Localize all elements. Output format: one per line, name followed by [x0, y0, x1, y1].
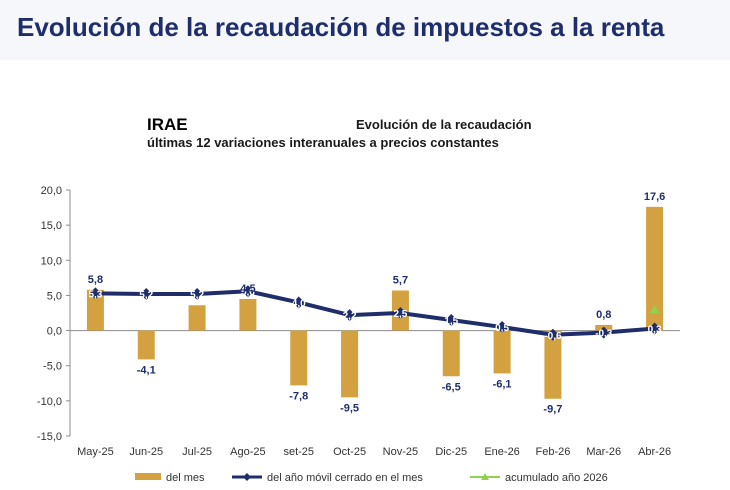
- bar-value-label: 5,8: [88, 274, 103, 286]
- line-value-label: 0,5: [495, 323, 509, 334]
- y-tick-label: -10,0: [37, 396, 62, 408]
- x-tick-label: Feb-26: [535, 446, 570, 458]
- line-point-Jul-25: [191, 288, 204, 301]
- x-tick-label: May-25: [77, 446, 114, 458]
- bar-set-25: [290, 330, 308, 386]
- y-tick-label: 5,0: [47, 290, 62, 302]
- line-point-Feb-26: [546, 328, 559, 341]
- x-axis-labels: May-25 Jun-25 Jul-25 Ago-25 set-25 Oct-25 Nov-…: [77, 446, 671, 458]
- bar-value-label: 5,7: [393, 275, 408, 287]
- y-axis: 20,0 15,0 10,0 5,0 0,0 -5,0 -10,0 -15,0: [37, 185, 680, 443]
- legend-marker-triangle: [481, 473, 489, 480]
- bar-Abr-26: [646, 206, 664, 331]
- page-title: Evolución de la recaudación de impuestos…: [17, 12, 665, 42]
- y-tick-label: -15,0: [37, 431, 62, 443]
- bar-value-label: -4,1: [137, 364, 156, 376]
- x-tick-label: Nov-25: [383, 446, 418, 458]
- data-labels: 5,3 5,2 5,2 5,6 4,0 2,2 2,5 1,5 0,5 -0,6 -0,3 0,3 5,…: [88, 191, 666, 416]
- line-point-Jun-25: [140, 288, 153, 301]
- x-tick-label: Abr-26: [638, 446, 671, 458]
- accumulated-marker: [649, 304, 660, 314]
- title-band: [0, 0, 730, 60]
- y-tick-label: 0,0: [47, 326, 62, 338]
- bar-value-label: 0,8: [596, 309, 611, 321]
- bar-Jun-25: [137, 330, 155, 360]
- line-point-Ene-26: [496, 321, 509, 334]
- line-value-label: 5,3: [88, 289, 102, 300]
- line-value-label: 2,2: [343, 311, 357, 322]
- bar-value-label: 4,5: [240, 283, 255, 295]
- line-point-May-25: [89, 287, 102, 300]
- bar-Dic-25: [442, 330, 460, 377]
- line-point-Nov-25: [394, 307, 407, 319]
- legend-bar-swatch: [135, 473, 161, 480]
- bar-Ene-26: [493, 330, 511, 374]
- bar-value-label: 17,6: [644, 191, 665, 203]
- x-tick-label: Ene-26: [484, 446, 519, 458]
- line-value-label: 5,6: [241, 287, 255, 298]
- bar-value-label: -6,1: [493, 378, 512, 390]
- line-point-Abr-26: [648, 322, 661, 335]
- bar-series: [86, 206, 664, 399]
- y-tick-label: -5,0: [43, 361, 62, 373]
- bar-May-25: [86, 289, 104, 331]
- line-value-label: 1,5: [444, 316, 458, 327]
- line-value-label: 5,2: [190, 290, 204, 301]
- x-tick-label: Jul-25: [182, 446, 212, 458]
- legend-line-marker: [243, 473, 251, 481]
- x-tick-label: set-25: [283, 446, 314, 458]
- bar-Jul-25: [188, 305, 206, 331]
- x-tick-label: Ago-25: [230, 446, 265, 458]
- chart-title: Evolución de la recaudación: [356, 117, 532, 132]
- line-point-set-25: [292, 296, 305, 309]
- line-series: [89, 285, 661, 341]
- line-value-label: 4,0: [292, 298, 306, 309]
- line-point-Oct-25: [343, 309, 356, 322]
- chart-subtitle: últimas 12 variaciones interanuales a pr…: [147, 135, 499, 150]
- bar-value-label: -6,5: [442, 381, 461, 393]
- legend-label: del mes: [166, 472, 205, 484]
- x-tick-label: Dic-25: [435, 446, 467, 458]
- x-tick-label: Jun-25: [129, 446, 163, 458]
- bar-value-label: -7,8: [289, 390, 308, 402]
- bar-Oct-25: [341, 330, 359, 398]
- line-value-label: 2,5: [393, 309, 407, 320]
- x-tick-label: Oct-25: [333, 446, 366, 458]
- line-point-Mar-26: [597, 326, 610, 339]
- legend: del mes del año móvil cerrado en el mes ac…: [135, 472, 608, 484]
- y-tick-label: 15,0: [41, 220, 62, 232]
- line-point-Dic-25: [445, 314, 458, 327]
- line-value-label: -0,6: [544, 331, 562, 342]
- y-tick-label: 20,0: [41, 185, 62, 197]
- line-value-label: 0,3: [648, 324, 662, 335]
- line-value-label: 5,2: [139, 290, 153, 301]
- legend-label: del año móvil cerrado en el mes: [267, 472, 423, 484]
- legend-label: acumulado año 2026: [505, 472, 608, 484]
- bar-value-label: -9,5: [340, 402, 359, 414]
- bar-Ago-25: [239, 298, 257, 331]
- x-tick-label: Mar-26: [586, 446, 621, 458]
- bar-Feb-26: [544, 330, 562, 399]
- bar-value-label: -9,7: [543, 404, 562, 416]
- line-series-path: [95, 289, 655, 337]
- chart-series-name: IRAE: [147, 115, 188, 134]
- line-point-Ago-25: [241, 285, 254, 298]
- line-value-label: -0,3: [595, 329, 613, 340]
- y-tick-label: 10,0: [41, 255, 62, 267]
